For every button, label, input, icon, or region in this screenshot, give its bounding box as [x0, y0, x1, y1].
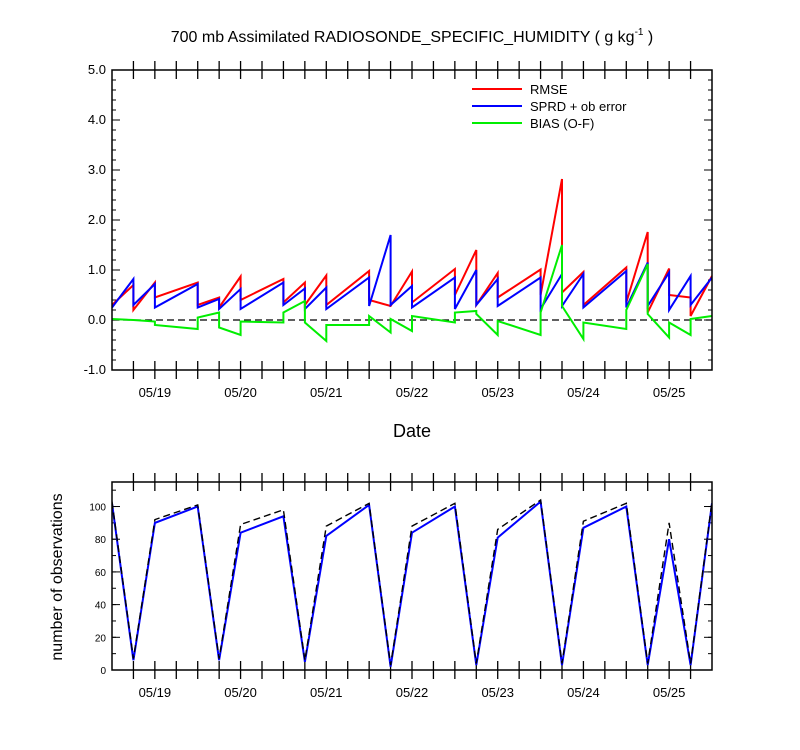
x-tick-label: 05/23	[481, 685, 514, 700]
top-chart-xlabel: Date	[393, 421, 431, 441]
y-tick-label: 5.0	[88, 62, 106, 77]
y-tick-label: 20	[95, 633, 107, 644]
legend-label: SPRD + ob error	[530, 99, 627, 114]
y-tick-label: 0.0	[88, 312, 106, 327]
series-line-bias-o-f	[112, 244, 712, 344]
y-tick-label: 1.0	[88, 262, 106, 277]
bottom-chart: 0 20 40 60 80 100 05/19 05/20 05/21 05/22 05/23 05/…	[89, 473, 713, 700]
x-tick-label: 05/22	[396, 685, 429, 700]
y-tick-label: 60	[95, 568, 107, 579]
legend-label: BIAS (O-F)	[530, 116, 594, 131]
y-tick-label: 4.0	[88, 112, 106, 127]
series-group	[112, 178, 712, 344]
legend-label: RMSE	[530, 82, 568, 97]
top-chart: -1.0 0.0 1.0 2.0 3.0 4.0 5.0 05/19 05/20 05/21 05/…	[84, 61, 713, 400]
y-tick-label: 100	[89, 503, 106, 514]
y-tick-label: 2.0	[88, 212, 106, 227]
series-line-possible	[112, 498, 712, 666]
x-tick-label: 05/25	[653, 685, 686, 700]
title-units-exp: -1	[635, 27, 644, 38]
plot-frame	[111, 69, 713, 371]
x-tick-label: 05/21	[310, 685, 343, 700]
x-tick-label: 05/20	[224, 385, 257, 400]
series-group	[112, 498, 712, 667]
y-tick-label: -1.0	[84, 362, 106, 377]
title-units-close: )	[643, 29, 653, 46]
x-tick-label: 05/20	[224, 685, 257, 700]
y-tick-label: 3.0	[88, 162, 106, 177]
x-tick-label: 05/24	[567, 385, 600, 400]
y-tick-label: 80	[95, 535, 107, 546]
y-tick-label: 40	[95, 601, 107, 612]
title-text: 700 mb Assimilated RADIOSONDE_SPECIFIC_H…	[171, 29, 591, 46]
top-chart-title: 700 mb Assimilated RADIOSONDE_SPECIFIC_H…	[171, 27, 654, 46]
x-tick-label: 05/22	[396, 385, 429, 400]
title-units-open: ( g kg	[595, 29, 635, 46]
x-tick-label: 05/25	[653, 385, 686, 400]
x-tick-label: 05/21	[310, 385, 343, 400]
x-tick-label: 05/19	[139, 685, 172, 700]
plot-frame	[111, 481, 713, 671]
y-tick-label: 0	[100, 666, 106, 677]
series-line-used	[112, 499, 712, 667]
bottom-chart-ylabel: number of observations	[49, 493, 66, 660]
x-tick-label: 05/19	[139, 385, 172, 400]
x-tick-label: 05/23	[481, 385, 514, 400]
series-line-sprd-ob-error	[112, 234, 712, 314]
x-tick-label: 05/24	[567, 685, 600, 700]
